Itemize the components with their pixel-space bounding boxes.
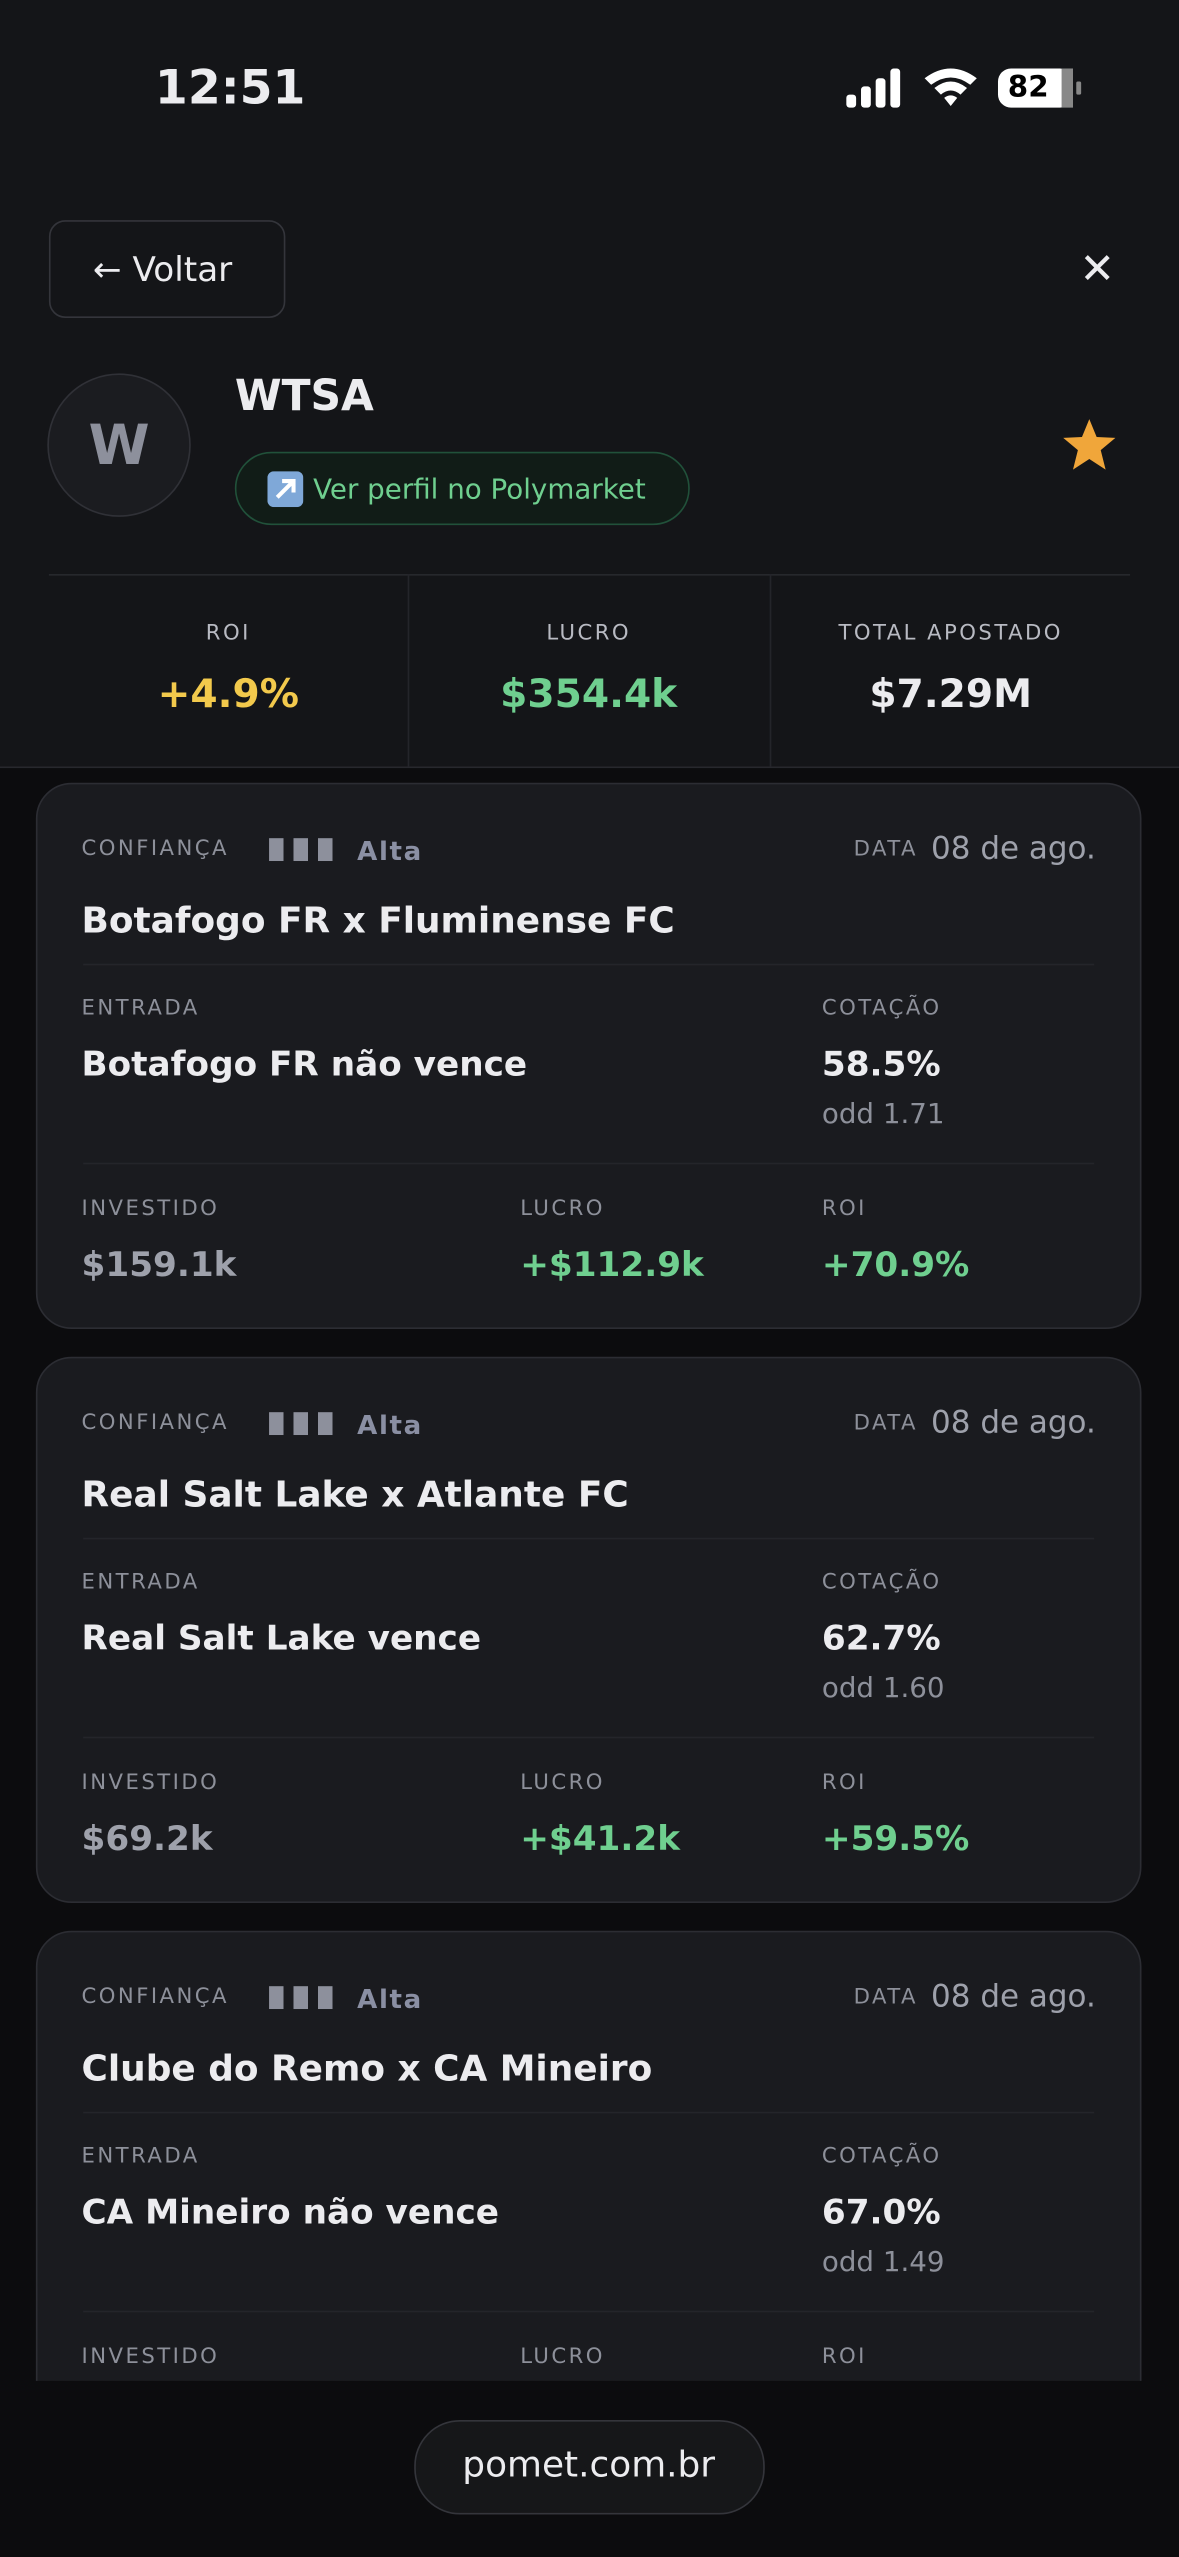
divider — [769, 574, 772, 767]
probability: 62.7% — [821, 1618, 941, 1658]
separator — [83, 2111, 1095, 2114]
bet-list: CONFIANÇA Alta DATA 08 de ago. Botafogo FR x… — [0, 768, 1179, 2381]
confidence-bars — [269, 838, 338, 862]
odds-label: COTAÇÃO — [821, 1570, 942, 1596]
entry: CA Mineiro não vence — [81, 2192, 499, 2232]
roi-label: ROI — [821, 2345, 867, 2370]
avatar — [47, 373, 191, 517]
back-button[interactable] — [48, 220, 286, 318]
odd: odd 1.71 — [821, 1098, 945, 1132]
stat-label: ROI — [205, 621, 251, 647]
roi-label: ROI — [821, 1771, 867, 1796]
invested: $69.2k — [81, 1818, 213, 1859]
stat-value: $354.4k — [500, 671, 678, 717]
confidence-label: CONFIANÇA — [81, 1410, 230, 1436]
odds-label: COTAÇÃO — [821, 2144, 942, 2170]
entry-label: ENTRADA — [81, 2144, 200, 2170]
profit: +$41.2k — [520, 1818, 681, 1859]
date-value: 08 de ago. — [931, 831, 1096, 867]
avatar-letter: W — [88, 413, 150, 479]
date-label: DATA — [853, 836, 919, 862]
confidence-label: CONFIANÇA — [81, 1984, 230, 2010]
probability: 67.0% — [821, 2192, 941, 2232]
invested-label: INVESTIDO — [81, 1197, 220, 1222]
entry: Botafogo FR não vence — [81, 1044, 528, 1084]
divider — [407, 574, 410, 767]
divider — [0, 766, 1179, 769]
date-label: DATA — [853, 1984, 919, 2010]
date-value: 08 de ago. — [931, 1405, 1096, 1441]
confidence-value: Alta — [357, 835, 423, 867]
stat-value: +4.9% — [157, 671, 299, 717]
link-icon — [267, 471, 304, 508]
confidence-value: Alta — [357, 1983, 423, 2015]
stat-label: TOTAL APOSTADO — [838, 621, 1063, 647]
date: DATA 08 de ago. — [854, 1979, 1096, 2016]
match: Real Salt Lake x Atlante FC — [81, 1475, 629, 1517]
date: DATA 08 de ago. — [854, 1405, 1096, 1442]
entry-label: ENTRADA — [81, 1570, 200, 1596]
roi-label: ROI — [821, 1197, 867, 1222]
confidence-label: CONFIANÇA — [81, 836, 230, 862]
battery-level: 82 — [1007, 70, 1049, 105]
confidence-bars — [269, 1412, 338, 1436]
stat-label: LUCRO — [546, 621, 632, 647]
roi: +70.9% — [821, 1244, 970, 1285]
separator — [83, 1537, 1095, 1540]
favorite-star[interactable] — [1060, 417, 1119, 472]
invested-label: INVESTIDO — [81, 2345, 220, 2370]
entry: Real Salt Lake vence — [81, 1618, 482, 1658]
roi: +59.5% — [821, 1818, 970, 1859]
divider — [48, 574, 1131, 576]
profile-link-label[interactable]: Ver perfil no Polymarket — [313, 474, 646, 507]
separator — [83, 1162, 1095, 1165]
match: Botafogo FR x Fluminense FC — [81, 901, 675, 943]
close-button[interactable]: ✕ — [1079, 245, 1116, 295]
profit: +$112.9k — [520, 1244, 704, 1285]
match: Clube do Remo x CA Mineiro — [81, 2049, 653, 2091]
date-label: DATA — [853, 1410, 919, 1436]
profit-label: LUCRO — [520, 2345, 605, 2370]
probability: 58.5% — [821, 1044, 941, 1084]
separator — [83, 963, 1095, 966]
confidence-bars — [269, 1986, 338, 2010]
bet-card: CONFIANÇA Alta DATA 08 de ago. Clube do Remo… — [35, 1930, 1142, 2381]
header-bg — [0, 0, 1179, 767]
stat-value: $7.29M — [869, 671, 1033, 717]
status-icons — [846, 68, 1082, 108]
invested-label: INVESTIDO — [81, 1771, 220, 1796]
footer-url[interactable]: pomet.com.br — [462, 2445, 716, 2487]
separator — [83, 2310, 1095, 2313]
back-label[interactable]: ← Voltar — [92, 250, 233, 290]
odd: odd 1.60 — [821, 1672, 945, 1706]
odds-label: COTAÇÃO — [821, 996, 942, 1022]
status-time: 12:51 — [154, 59, 306, 116]
footer-pill[interactable] — [414, 2419, 765, 2515]
invested: $159.1k — [81, 1244, 237, 1285]
profit-label: LUCRO — [520, 1197, 605, 1222]
odd: odd 1.49 — [821, 2246, 945, 2280]
separator — [83, 1736, 1095, 1739]
bet-card: CONFIANÇA Alta DATA 08 de ago. Botafogo FR x… — [35, 782, 1142, 1330]
date: DATA 08 de ago. — [854, 831, 1096, 868]
confidence-value: Alta — [357, 1409, 423, 1441]
bet-card: CONFIANÇA Alta DATA 08 de ago. Real Salt Lak… — [35, 1356, 1142, 1904]
profile-link[interactable] — [234, 451, 690, 526]
profit-label: LUCRO — [520, 1771, 605, 1796]
profile-name: WTSA — [234, 372, 374, 422]
date-value: 08 de ago. — [931, 1979, 1096, 2015]
entry-label: ENTRADA — [81, 996, 200, 1022]
